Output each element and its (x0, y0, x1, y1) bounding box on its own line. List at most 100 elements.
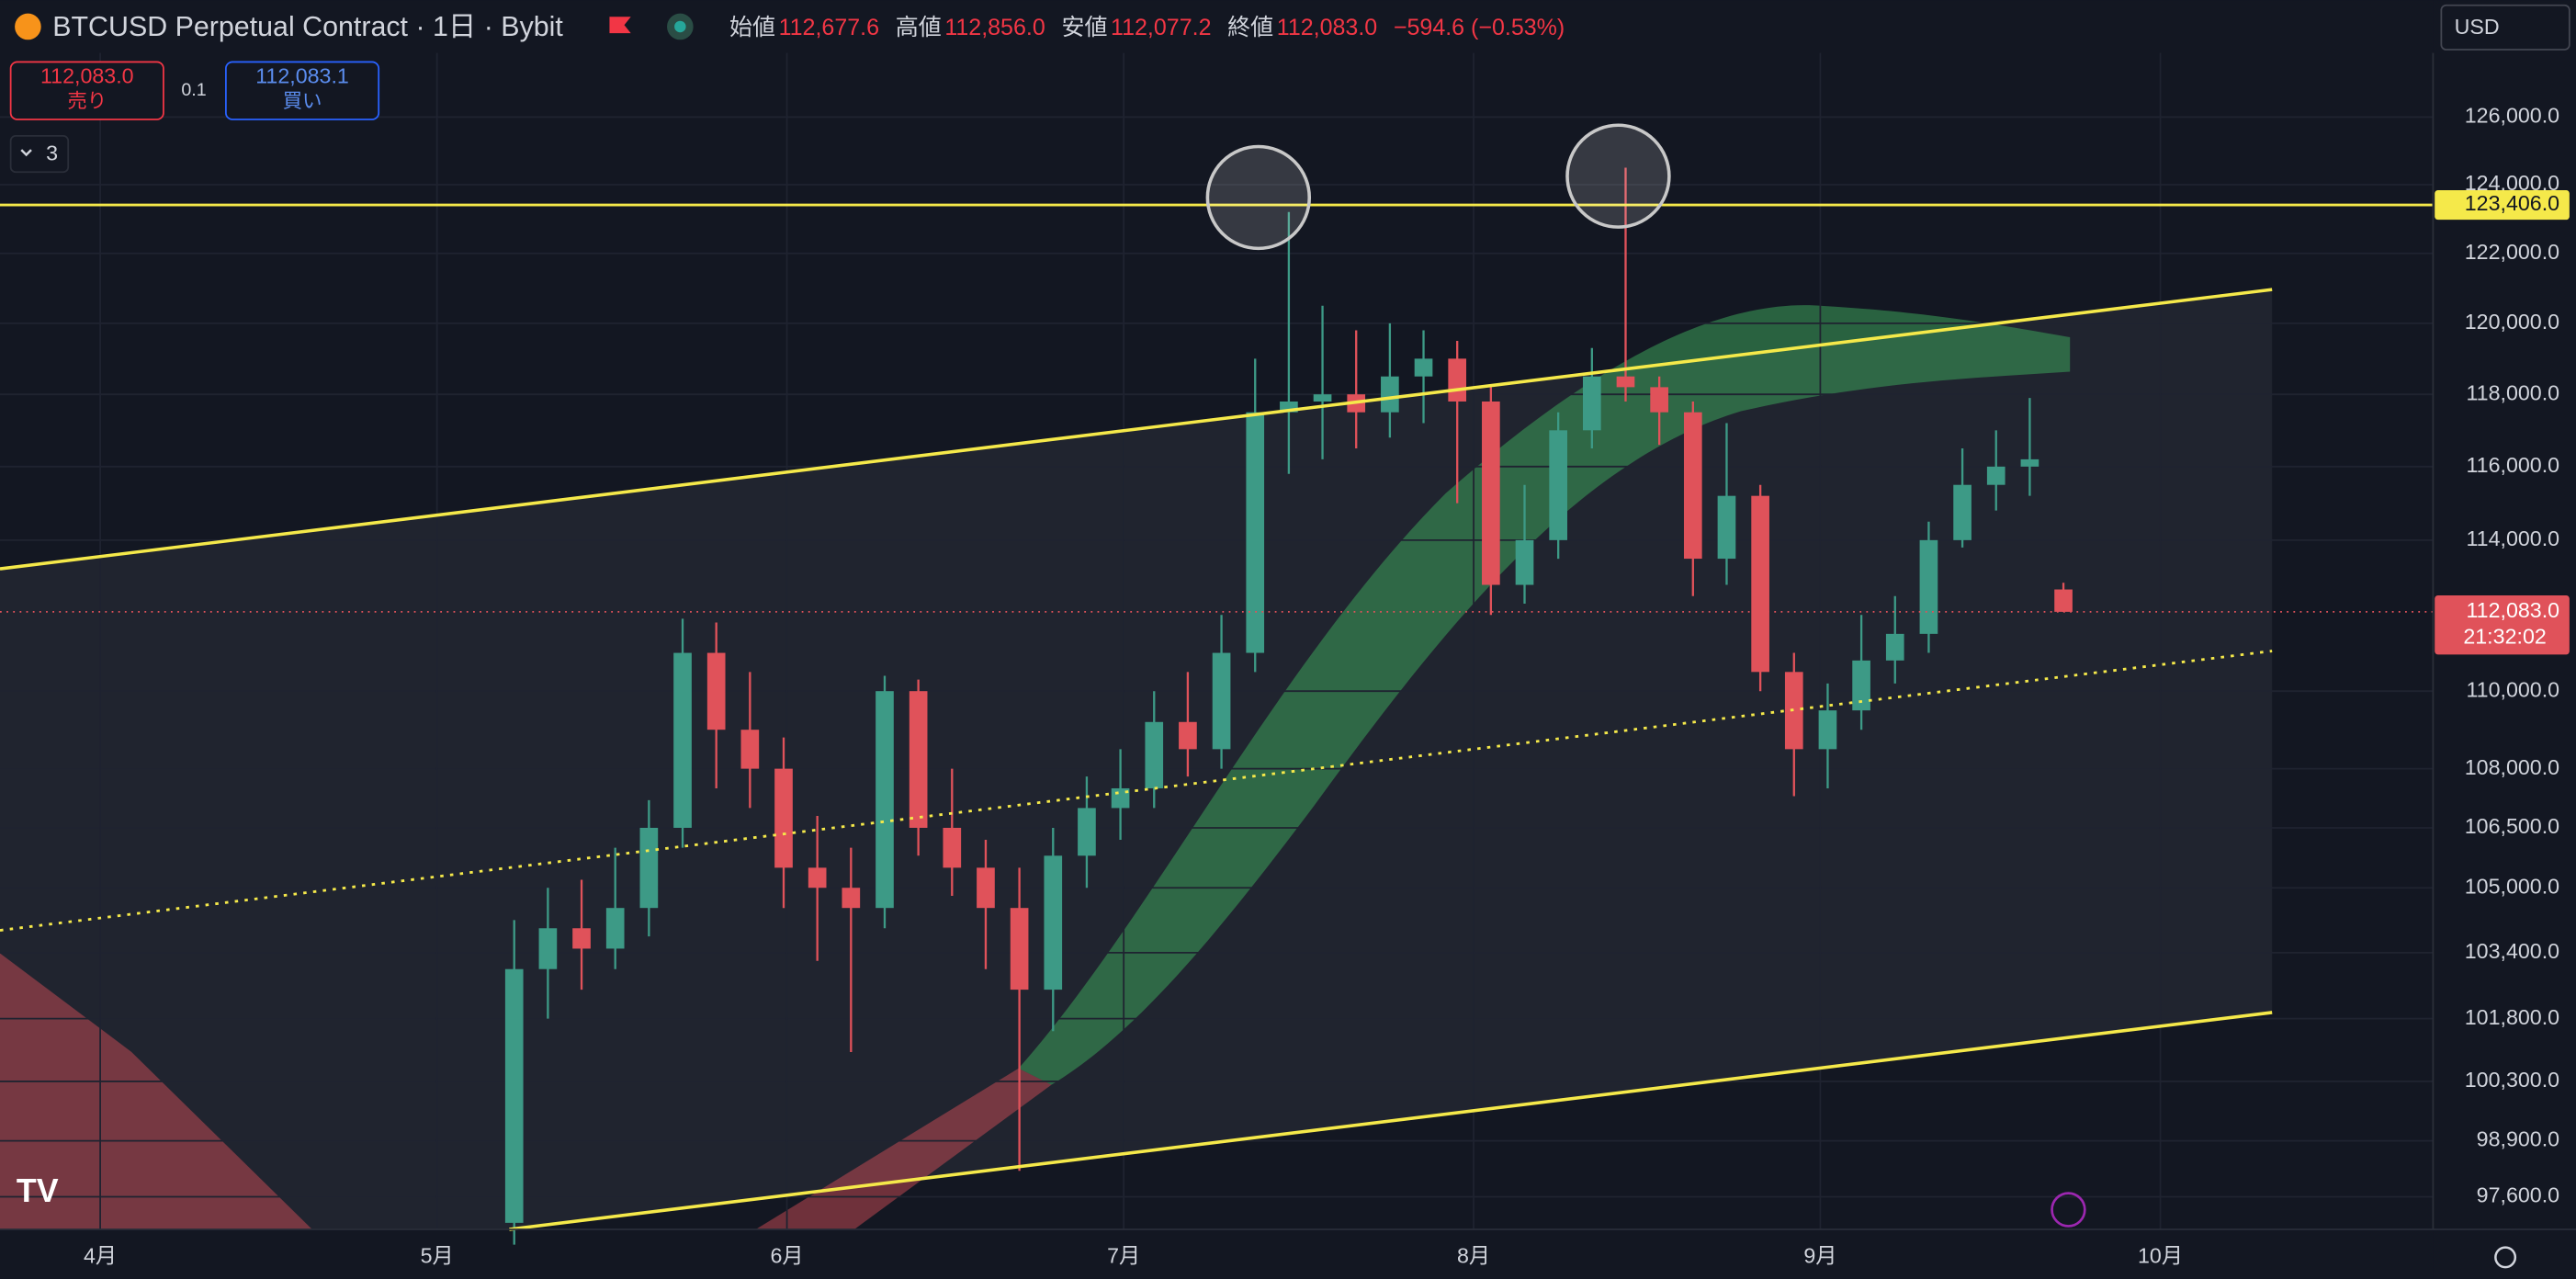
ohlc: 始値 112,677.6 高値 112,856.0 安値 112,077.2 終値 11… (729, 14, 1565, 40)
candle-body (1582, 376, 1601, 431)
y-tick-label: 101,800.0 (2465, 1005, 2559, 1029)
y-tick-label: 114,000.0 (2466, 526, 2559, 550)
value: 112,083.0 (1277, 14, 1377, 40)
candle-body (1717, 495, 1736, 560)
label: 始値 (729, 14, 775, 40)
sell-label: 売り (67, 90, 107, 112)
buy-button[interactable] (224, 61, 380, 120)
last-price-label: 112,083.0 (2466, 598, 2559, 622)
cloud (0, 953, 312, 1229)
marker-circle (1565, 123, 1671, 229)
candle-body (1784, 672, 1803, 750)
hline-label: 123,406.0 (2465, 191, 2559, 215)
candle-body (1280, 401, 1298, 413)
change: −594.6 (−0.53%) (1394, 14, 1565, 40)
candle-body (1010, 908, 1029, 990)
countdown: 21:32:02 (2463, 625, 2546, 649)
candle-body (1381, 376, 1399, 413)
logo: TV (17, 1172, 59, 1209)
marker-circle (1205, 144, 1312, 251)
currency: USD (2455, 15, 2500, 39)
spread: 0.1 (181, 80, 206, 100)
label: 高値 (896, 14, 942, 40)
candle-body (1078, 808, 1096, 856)
candle-body (572, 928, 591, 949)
x-tick-label: 6月 (771, 1244, 804, 1268)
candle-body (1414, 358, 1433, 377)
candle-body (1448, 358, 1467, 402)
candle-body (605, 908, 625, 949)
candle-body (740, 730, 760, 769)
x-tick-label: 9月 (1803, 1244, 1836, 1268)
candle-body (808, 867, 827, 889)
currency-select[interactable] (2440, 4, 2570, 51)
candle-body (1885, 633, 1904, 661)
y-tick-label: 110,000.0 (2466, 677, 2559, 701)
candle-body (1852, 660, 1870, 711)
y-tick-label: 97,600.0 (2477, 1183, 2560, 1207)
sell-button[interactable] (9, 61, 164, 120)
y-tick-label: 126,000.0 (2465, 103, 2559, 127)
y-tick-label: 116,000.0 (2466, 453, 2559, 477)
overlay (0, 123, 2273, 1231)
candle-body (774, 768, 793, 868)
candle-body (538, 928, 558, 969)
settings-icon[interactable] (2494, 1246, 2517, 1269)
candle-body (842, 888, 861, 909)
x-tick-label: 5月 (421, 1244, 454, 1268)
candle-body (1212, 652, 1231, 750)
value: 112,856.0 (944, 14, 1045, 40)
candle-body (1482, 401, 1500, 585)
candle-body (1818, 710, 1837, 750)
x-tick-label: 4月 (84, 1244, 117, 1268)
y-tick-label: 100,300.0 (2465, 1068, 2559, 1092)
y-tick-label: 105,000.0 (2465, 874, 2559, 898)
y-tick-label: 98,900.0 (2477, 1127, 2560, 1151)
label: 終値 (1227, 14, 1273, 40)
candle-body (1246, 412, 1265, 653)
indicator-toggle[interactable] (9, 135, 70, 174)
symbol: BTCUSD Perpetual Contract · 1日 · Bybit (52, 11, 563, 42)
candle-body (504, 968, 524, 1223)
candle-body (909, 691, 928, 828)
sell-price: 112,083.0 (40, 64, 134, 88)
candle-body (639, 827, 659, 909)
candle-body (943, 827, 962, 868)
candle-body (706, 652, 726, 730)
candle-body (2054, 589, 2073, 612)
hline-label-box (2435, 189, 2570, 221)
axis-labels: 126,000.0124,000.0122,000.0120,000.0118,… (84, 103, 2570, 1268)
candle-body (1953, 484, 1972, 540)
candle-body (1313, 394, 1332, 402)
candle-body (1179, 721, 1197, 750)
candle-body (2020, 458, 2039, 467)
buy-price: 112,083.1 (255, 64, 349, 88)
flag-icon[interactable] (609, 17, 631, 34)
coin-icon (15, 13, 41, 40)
y-tick-label: 108,000.0 (2465, 755, 2559, 779)
candle-body (1044, 855, 1063, 990)
y-tick-label: 103,400.0 (2465, 939, 2559, 963)
label: 安値 (1061, 14, 1107, 40)
indicator-count: 3 (46, 141, 58, 165)
value: 112,077.2 (1111, 14, 1211, 40)
candle-body (1986, 466, 2005, 485)
x-tick-label: 10月 (2138, 1244, 2183, 1268)
candle-body (1616, 376, 1635, 388)
candle-body (977, 867, 995, 909)
candle-body (1919, 539, 1938, 634)
chevron (20, 149, 32, 157)
candle-body (1549, 430, 1568, 540)
channel-fill (0, 289, 2273, 1229)
buy-label: 買い (283, 90, 322, 112)
eye-icon-dot (674, 20, 686, 33)
alert-icon[interactable] (2051, 1192, 2086, 1228)
x-tick-label: 7月 (1107, 1244, 1140, 1268)
candle-body (1683, 412, 1702, 560)
candle-body (1515, 539, 1534, 585)
candle-body (1145, 721, 1164, 788)
value: 112,677.6 (779, 14, 879, 40)
plot (0, 52, 2434, 1245)
